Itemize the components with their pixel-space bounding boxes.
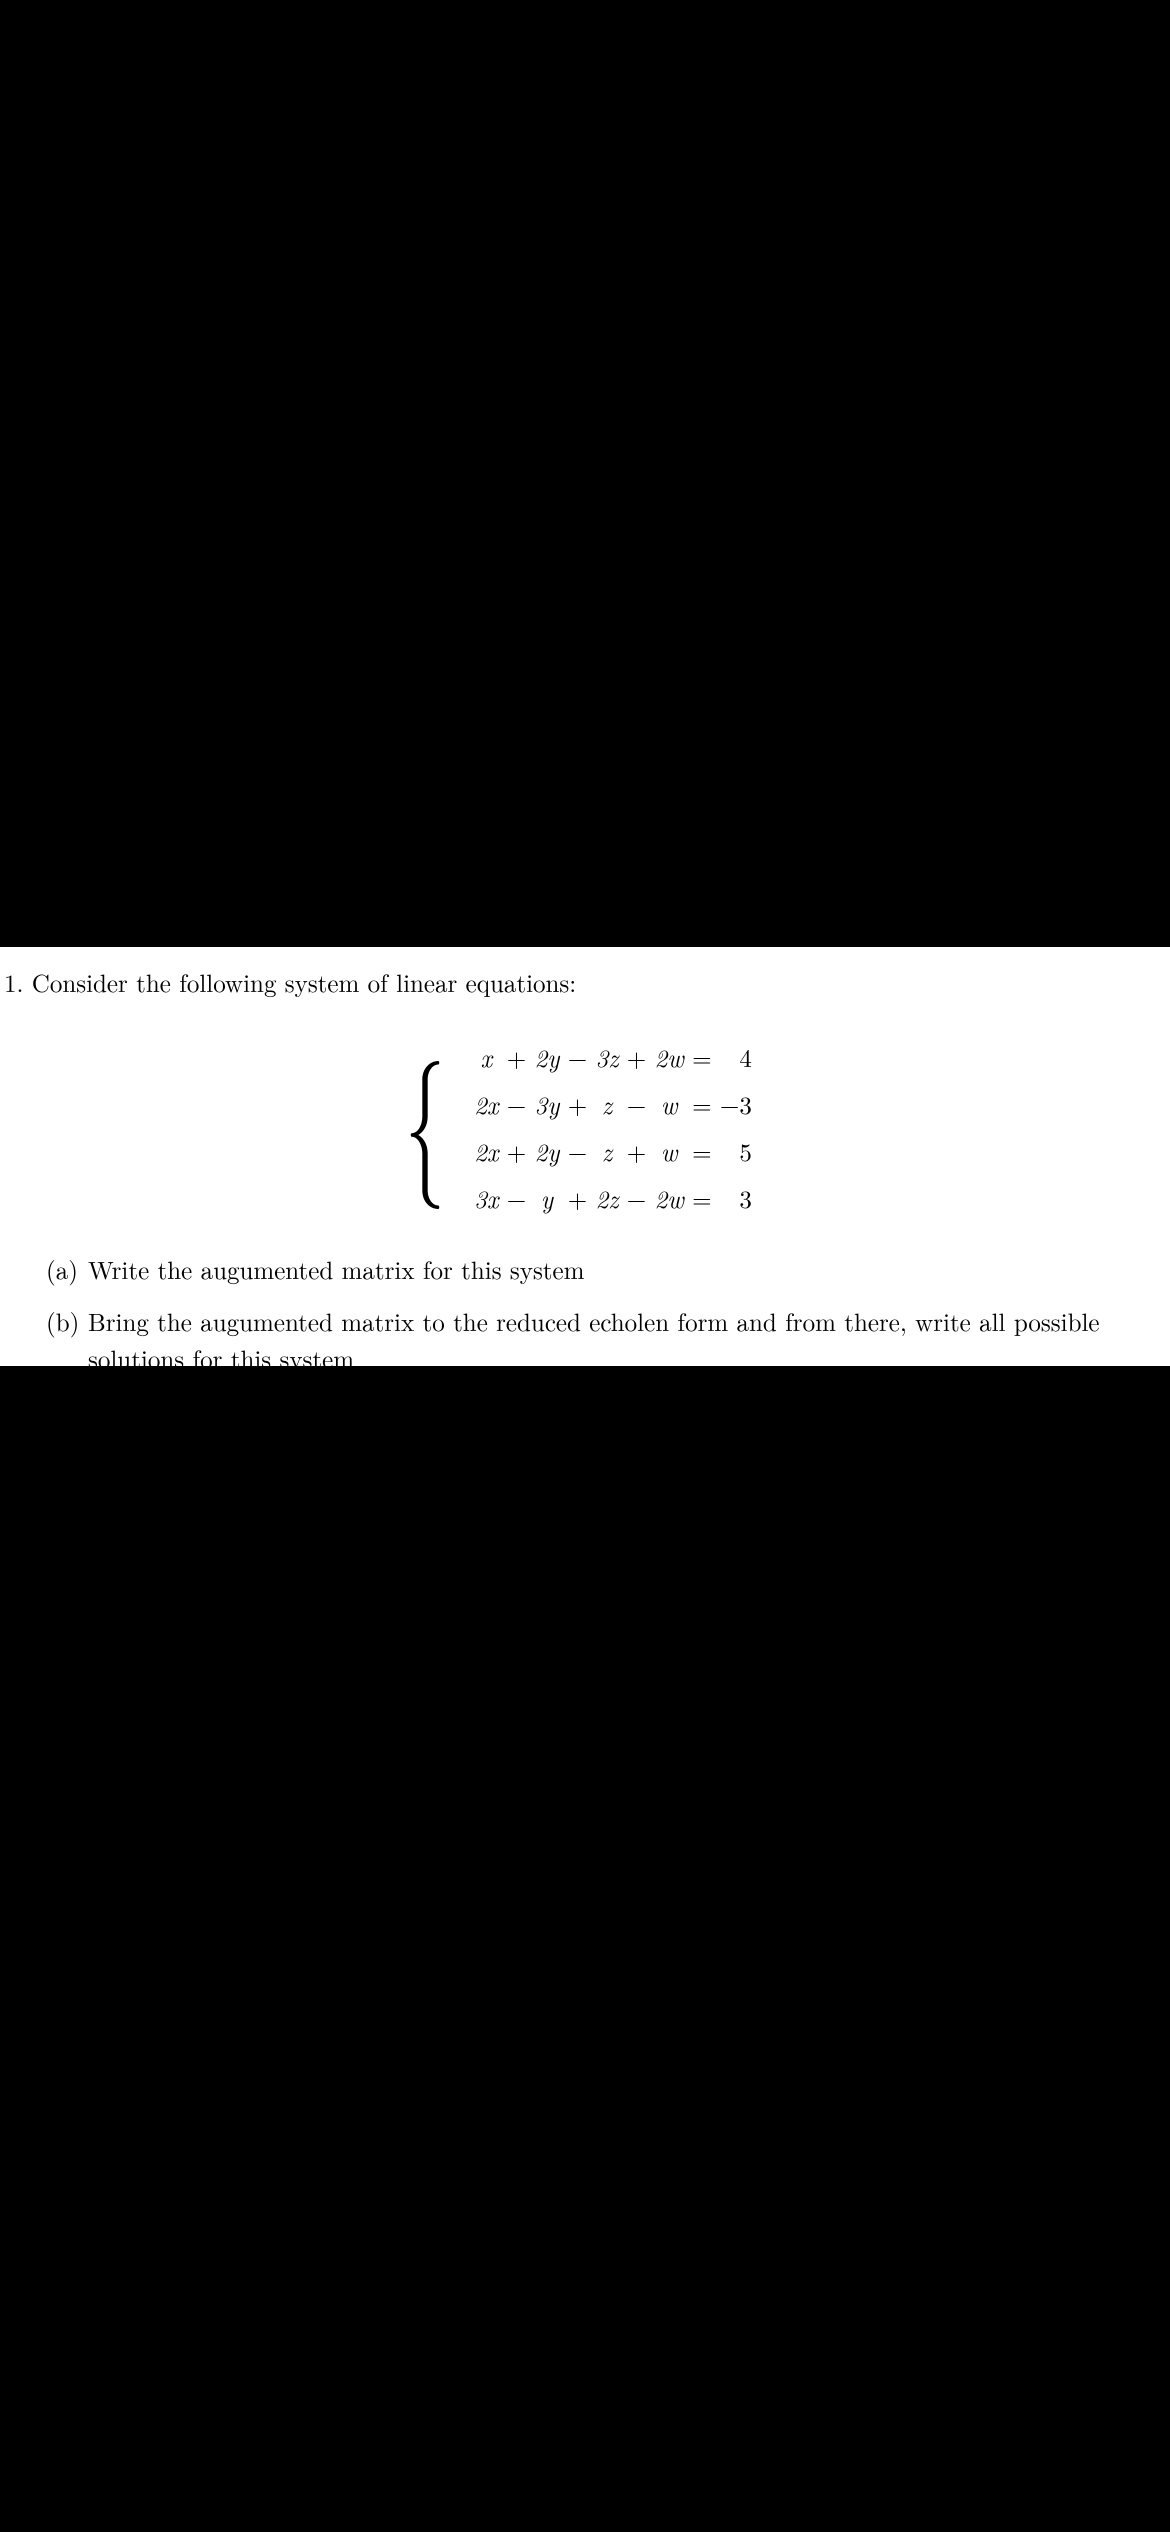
- eq-term: 2x: [470, 1128, 502, 1175]
- eq-term: 3y: [531, 1081, 564, 1128]
- eq-equals: =: [688, 1175, 716, 1222]
- eq-term: 2y: [531, 1034, 564, 1081]
- eq-op: +: [503, 1034, 531, 1081]
- equation-system: { x + 2y − 3z + 2w = 4 2x − 3y + z − w: [4, 1034, 1140, 1222]
- eq-equals: =: [688, 1128, 716, 1175]
- eq-term: z: [591, 1081, 622, 1128]
- eq-term: 2y: [531, 1128, 564, 1175]
- eq-op: +: [503, 1128, 531, 1175]
- problem-intro-text: Consider the following system of linear …: [32, 965, 576, 1000]
- problem-intro: 1. Consider the following system of line…: [4, 965, 1140, 1000]
- eq-term: 2z: [591, 1175, 622, 1222]
- eq-term: z: [591, 1128, 622, 1175]
- part-a-text: Write the augumented matrix for this sys…: [88, 1252, 584, 1287]
- eq-term: w: [650, 1081, 687, 1128]
- part-b-text: Bring the augumented matrix to the reduc…: [88, 1304, 1100, 1375]
- part-a-label: (a): [46, 1252, 88, 1288]
- eq-rhs: 3: [716, 1175, 756, 1222]
- eq-term: y: [531, 1175, 564, 1222]
- equation-table: x + 2y − 3z + 2w = 4 2x − 3y + z − w = −…: [470, 1034, 756, 1222]
- eq-rhs: −3: [716, 1081, 756, 1128]
- eq-op: +: [622, 1034, 650, 1081]
- eq-op: −: [622, 1175, 650, 1222]
- eq-op: −: [563, 1128, 591, 1175]
- eq-op: +: [622, 1128, 650, 1175]
- eq-rhs: 4: [716, 1034, 756, 1081]
- problem-number: 1.: [4, 965, 23, 1000]
- part-b-label: (b): [46, 1304, 88, 1340]
- eq-equals: =: [688, 1034, 716, 1081]
- left-brace-icon: {: [405, 1061, 446, 1194]
- equation-row: 2x − 3y + z − w = −3: [470, 1081, 756, 1128]
- part-b: (b)Bring the augumented matrix to the re…: [46, 1304, 1140, 1377]
- part-a: (a)Write the augumented matrix for this …: [46, 1252, 1140, 1288]
- equation-row: 2x + 2y − z + w = 5: [470, 1128, 756, 1175]
- equation-row: x + 2y − 3z + 2w = 4: [470, 1034, 756, 1081]
- eq-term: x: [470, 1034, 502, 1081]
- eq-op: −: [503, 1081, 531, 1128]
- eq-op: −: [563, 1034, 591, 1081]
- eq-op: +: [563, 1175, 591, 1222]
- eq-op: −: [622, 1081, 650, 1128]
- eq-op: −: [503, 1175, 531, 1222]
- eq-term: w: [650, 1128, 687, 1175]
- eq-term: 2w: [650, 1034, 687, 1081]
- eq-term: 3z: [591, 1034, 622, 1081]
- eq-op: +: [563, 1081, 591, 1128]
- eq-equals: =: [688, 1081, 716, 1128]
- eq-term: 3x: [470, 1175, 502, 1222]
- document-content: 1. Consider the following system of line…: [0, 947, 1170, 1366]
- eq-term: 2w: [650, 1175, 687, 1222]
- eq-rhs: 5: [716, 1128, 756, 1175]
- eq-term: 2x: [470, 1081, 502, 1128]
- equation-row: 3x − y + 2z − 2w = 3: [470, 1175, 756, 1222]
